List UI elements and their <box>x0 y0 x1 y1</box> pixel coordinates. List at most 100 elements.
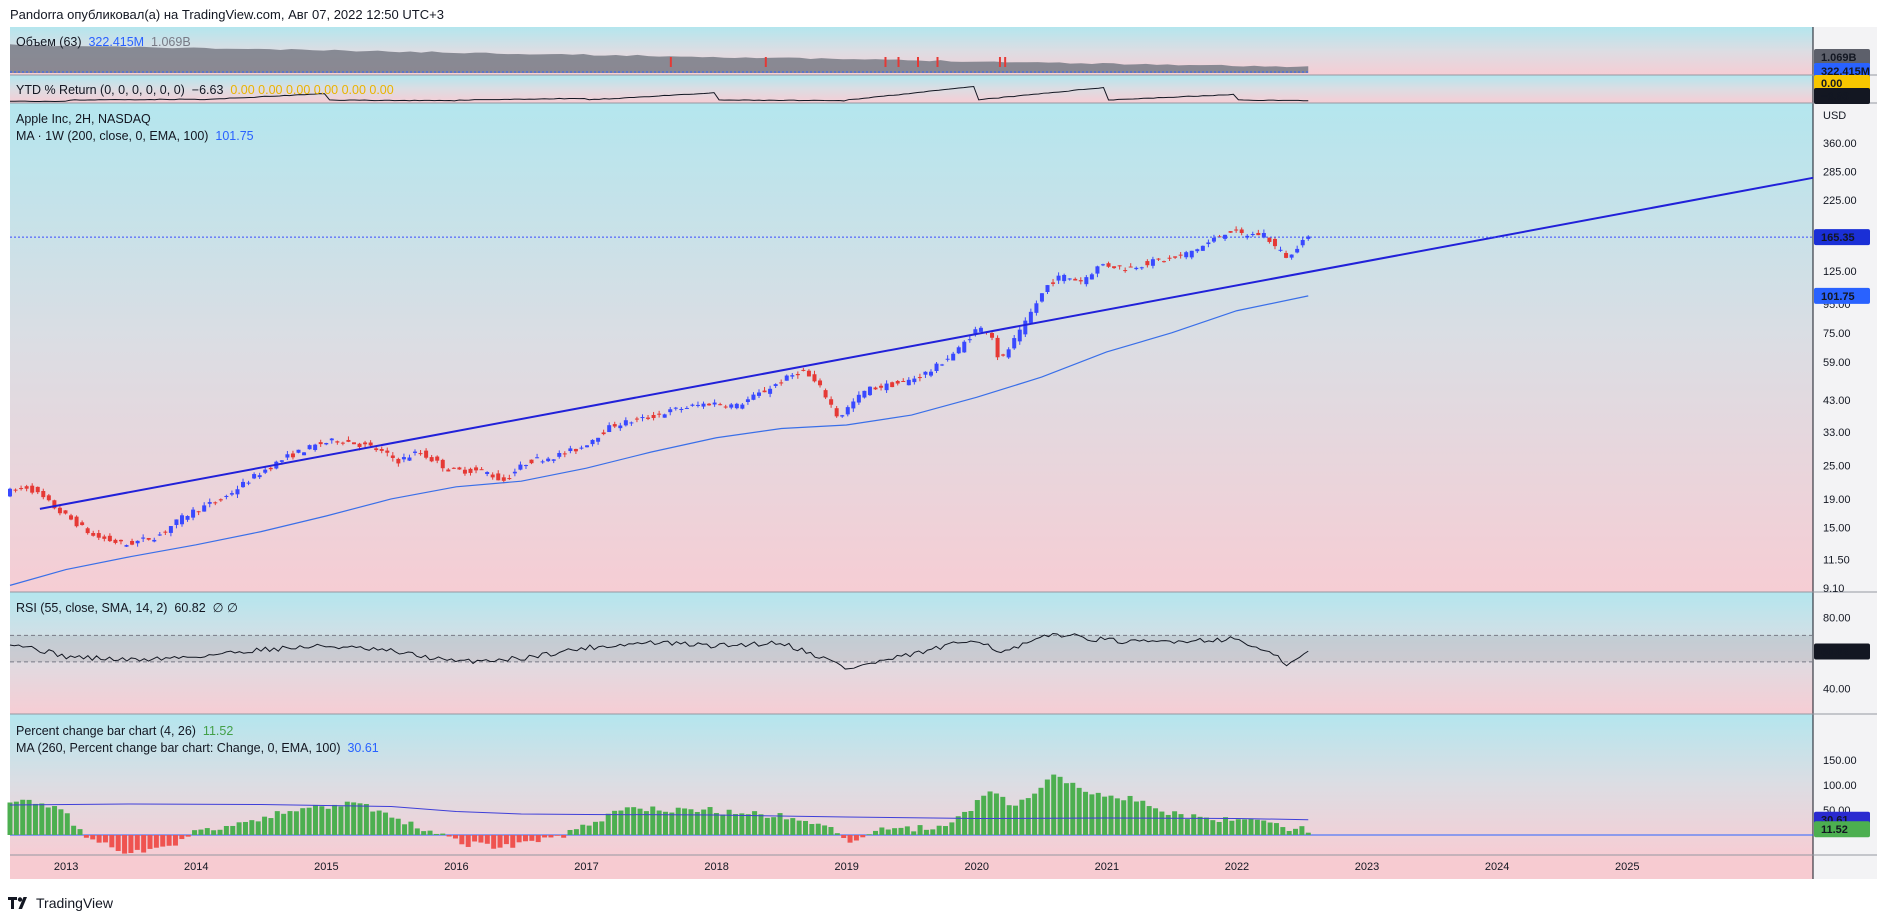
pct-bar <box>618 810 624 835</box>
pct-bar <box>268 818 274 835</box>
pct-bar <box>561 835 567 838</box>
pct-bar <box>20 799 26 835</box>
candle-body <box>673 407 678 409</box>
candle-body <box>74 516 79 527</box>
pct-ma-legend[interactable]: MA (260, Percent change bar chart: Chang… <box>16 741 379 755</box>
price-axis[interactable]: USD 9.10 11.50 15.00 19.00 25.00 33.00 43.00 59.… <box>1814 110 1870 595</box>
pct-bar <box>1248 818 1254 835</box>
candle-body <box>684 407 689 409</box>
pct-bar <box>1095 792 1101 835</box>
candle-body <box>451 467 456 469</box>
candle-body <box>1200 245 1205 251</box>
pct-bar <box>955 816 961 835</box>
candle-body <box>446 469 451 472</box>
candle-body <box>690 404 695 406</box>
ytd-legend[interactable]: YTD % Return (0, 0, 0, 0, 0, 0) −6.63 0.… <box>16 83 394 97</box>
pct-label: Percent change bar chart (4, 26) <box>16 724 196 738</box>
pct-bar <box>242 821 248 835</box>
pct-bar <box>160 835 166 847</box>
candle-body <box>96 533 101 538</box>
candle-body <box>229 493 234 495</box>
candle-body <box>768 388 773 394</box>
candle-body <box>1284 252 1289 258</box>
pct-bar <box>109 835 115 848</box>
candle-body <box>30 485 35 493</box>
time-tick-label: 2013 <box>54 861 78 873</box>
candle-body <box>346 439 351 442</box>
candle-body <box>19 488 24 490</box>
rsi-tick-label: 40.00 <box>1823 683 1851 695</box>
pct-bar <box>312 804 318 835</box>
candle-body <box>1139 267 1144 269</box>
candle-body <box>856 394 861 403</box>
pct-tick-label: 150.00 <box>1823 755 1857 767</box>
pct-bar <box>796 820 802 835</box>
candle-body <box>1256 232 1261 236</box>
candle-body <box>313 444 318 450</box>
candle-body <box>540 461 545 463</box>
candle-body <box>712 402 717 405</box>
pct-bar <box>230 825 236 835</box>
pct-bar <box>90 835 96 840</box>
candle-body <box>340 442 345 444</box>
price-tag: 165.35 <box>1821 232 1855 244</box>
rsi-tag: 60.82 <box>1821 647 1849 659</box>
ma-label: MA · 1W (200, close, 0, EMA, 100) <box>16 129 209 143</box>
time-axis[interactable]: 2013 2014 2015 2016 2017 2018 2019 2020 2021 2022… <box>54 861 1640 873</box>
candle-body <box>302 452 307 456</box>
candle-body <box>69 515 74 520</box>
candle-body <box>135 540 140 544</box>
time-tick-label: 2014 <box>184 861 208 873</box>
candle-body <box>873 387 878 390</box>
pct-bar <box>688 809 694 835</box>
pct-bar <box>376 810 382 835</box>
candle-body <box>141 537 146 539</box>
candle-body <box>629 422 634 424</box>
tradingview-footer[interactable]: TradingView <box>8 895 113 911</box>
candle-body <box>906 379 911 386</box>
candle-body <box>296 449 301 453</box>
pct-tag-val: 11.52 <box>1821 824 1848 836</box>
pct-bar <box>803 820 809 835</box>
candle-body <box>1289 254 1294 258</box>
pct-bar <box>841 835 847 839</box>
pct-bar <box>911 831 917 835</box>
ytd-pane: 0.00−6.63 <box>9 75 1870 104</box>
pct-bar <box>675 807 681 835</box>
candle-body <box>335 441 340 443</box>
price-tick-label: 25.00 <box>1823 461 1851 473</box>
pct-bar <box>885 829 891 835</box>
candle-body <box>779 382 784 384</box>
pct-bar <box>612 810 618 835</box>
candle-body <box>418 453 423 455</box>
pct-bar <box>395 818 401 835</box>
rsi-legend[interactable]: RSI (55, close, SMA, 14, 2) 60.82 ∅ ∅ <box>16 601 238 615</box>
candle-body <box>468 468 473 473</box>
candle-body <box>634 418 639 420</box>
pct-bar <box>52 806 58 835</box>
candle-body <box>695 404 700 406</box>
candle-body <box>1056 275 1061 281</box>
candle-body <box>357 443 362 447</box>
pct-bar <box>701 809 707 835</box>
candle-body <box>1128 266 1133 268</box>
candle-body <box>956 347 961 354</box>
pct-bar <box>262 816 268 835</box>
candle-body <box>568 448 573 452</box>
pct-bar <box>1000 796 1006 835</box>
candle-body <box>1012 338 1017 349</box>
pct-bar <box>1216 821 1222 835</box>
pct-bar <box>7 802 13 835</box>
candle-body <box>745 399 750 402</box>
candle-body <box>1034 303 1039 313</box>
ma-line <box>9 295 1309 586</box>
symbol-legend[interactable]: Apple Inc, 2H, NASDAQ <box>16 112 151 126</box>
pct-bar <box>567 829 573 835</box>
pct-bar <box>421 831 427 835</box>
pct-legend[interactable]: Percent change bar chart (4, 26) 11.52 <box>16 724 233 738</box>
price-tick-label: 225.00 <box>1823 195 1857 207</box>
volume-legend[interactable]: Объем (63) 322.415M 1.069B <box>16 35 191 49</box>
pct-bar <box>211 830 217 835</box>
ma-legend[interactable]: MA · 1W (200, close, 0, EMA, 100) 101.75 <box>16 129 254 143</box>
candle-body <box>385 450 390 453</box>
